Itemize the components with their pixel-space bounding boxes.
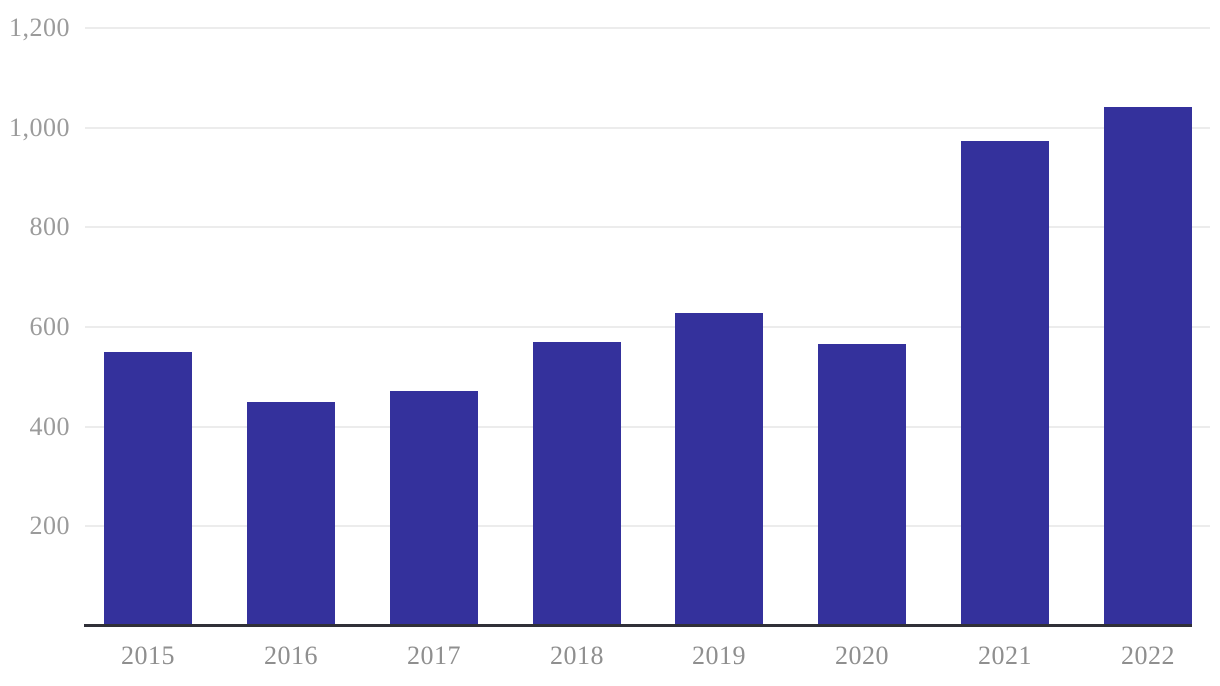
bar-2022 <box>1104 107 1192 627</box>
bar-2020 <box>818 344 906 627</box>
x-axis-tick-label: 2015 <box>121 641 175 670</box>
y-axis-tick-label: 400 <box>29 411 70 441</box>
x-axis-tick-label: 2020 <box>835 641 889 670</box>
y-axis-tick-label: 800 <box>29 212 70 242</box>
y-gridline <box>85 326 1210 328</box>
bar-2015 <box>104 352 192 627</box>
y-axis-tick-label: 1,000 <box>9 112 70 142</box>
bar-2016 <box>247 402 335 627</box>
y-axis-tick-label: 1,200 <box>9 13 70 42</box>
bar-2017 <box>390 391 478 627</box>
x-axis-tick-label: 2022 <box>1121 641 1175 670</box>
x-axis-line <box>84 624 1192 627</box>
x-axis-tick-label: 2016 <box>264 641 318 670</box>
y-gridline <box>85 126 1210 129</box>
y-gridline <box>85 27 1210 29</box>
bar-2021 <box>961 141 1049 627</box>
y-gridline <box>85 525 1210 528</box>
x-axis-tick-label: 2017 <box>407 641 461 670</box>
y-axis-tick-label: 200 <box>29 511 70 541</box>
y-gridline <box>85 425 1210 428</box>
bar-2018 <box>533 342 621 627</box>
y-axis-tick-label: 600 <box>29 312 70 341</box>
x-axis-tick-label: 2018 <box>550 641 604 670</box>
bar-2019 <box>675 313 763 627</box>
x-axis-tick-label: 2021 <box>978 641 1032 670</box>
y-gridline <box>85 226 1210 229</box>
x-axis-tick-label: 2019 <box>692 641 746 670</box>
